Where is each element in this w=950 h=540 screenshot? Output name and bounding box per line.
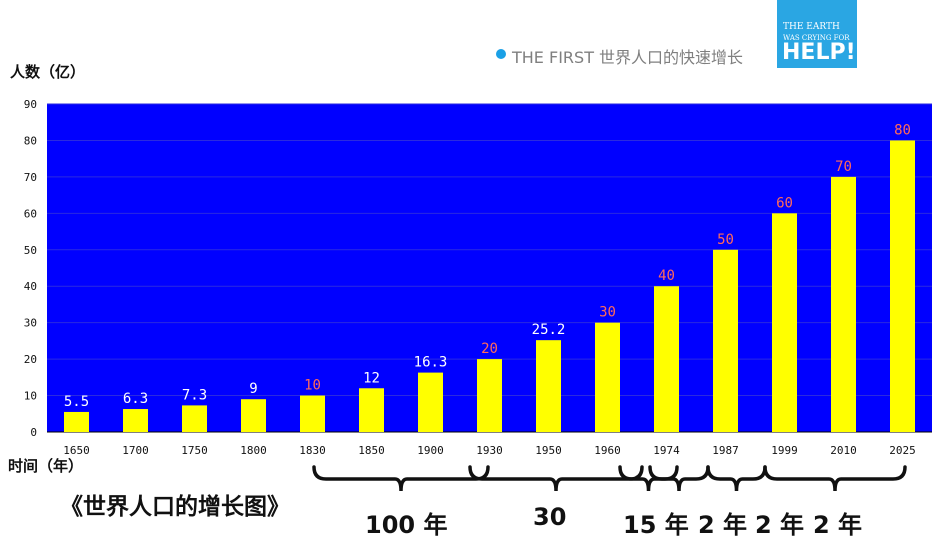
data-label: 9 <box>249 381 257 397</box>
x-tick-label: 1750 <box>181 444 208 457</box>
bar <box>359 388 384 432</box>
data-label: 16.3 <box>414 355 448 371</box>
y-tick-label: 0 <box>30 426 37 439</box>
logo-line-1: THE EARTH <box>783 22 840 32</box>
data-label: 20 <box>481 341 498 357</box>
x-tick-label: 1960 <box>594 444 621 457</box>
x-tick-label: 1999 <box>771 444 798 457</box>
y-tick-label: 50 <box>24 244 37 257</box>
bar <box>418 372 443 432</box>
data-label: 50 <box>717 232 734 248</box>
span-label-100-years: 100 年 <box>365 511 448 539</box>
data-label: 10 <box>304 378 321 394</box>
data-label: 12 <box>363 370 380 386</box>
x-tick-label: 1850 <box>358 444 385 457</box>
bracket-2-years-a <box>648 465 710 492</box>
x-tick-label: 1974 <box>653 444 680 457</box>
y-tick-label: 20 <box>24 353 37 366</box>
bar <box>772 213 797 432</box>
chart-caption: 《世界人口的增长图》 <box>60 494 290 520</box>
bar <box>182 405 207 432</box>
span-label-15-years: 15 年 <box>623 511 689 539</box>
plot-area: 0 10 20 30 40 50 60 70 80 90 5.5 1650 6.3 1700 7.3 1750… <box>24 98 932 457</box>
bracket-2-years-c <box>763 465 907 492</box>
y-tick-label: 90 <box>24 98 37 111</box>
data-label: 60 <box>776 195 793 211</box>
bullet-dot-icon <box>496 49 506 59</box>
header-title: THE FIRST 世界人口的快速增长 <box>512 48 744 67</box>
data-label: 5.5 <box>64 394 89 410</box>
y-tick-label: 40 <box>24 280 37 293</box>
y-axis-label: 人数（亿） <box>10 63 85 81</box>
bar <box>536 340 561 432</box>
y-tick-label: 80 <box>24 134 37 147</box>
data-label: 40 <box>658 268 675 284</box>
bar <box>831 176 856 432</box>
span-label-30-years: 30 <box>533 503 567 531</box>
bar <box>890 140 915 432</box>
data-label: 25.2 <box>532 322 566 338</box>
bracket-30-years <box>468 465 644 492</box>
data-label: 80 <box>894 122 911 138</box>
x-tick-label: 1950 <box>535 444 562 457</box>
bar <box>595 322 620 432</box>
data-label: 30 <box>599 305 616 321</box>
bracket-2-years-b <box>706 465 767 492</box>
y-tick-label: 10 <box>24 390 37 403</box>
bar <box>477 359 502 432</box>
y-tick-label: 70 <box>24 171 37 184</box>
span-label-2-years-b: 2 年 <box>755 511 805 539</box>
data-label: 6.3 <box>123 391 148 407</box>
x-tick-label: 1800 <box>240 444 267 457</box>
bar <box>300 395 325 432</box>
x-tick-label: 1650 <box>63 444 90 457</box>
bar <box>654 286 679 432</box>
logo-line-2: WAS CRYING FOR <box>783 34 850 42</box>
data-label: 7.3 <box>182 387 207 403</box>
span-label-2-years-a: 2 年 <box>698 511 748 539</box>
y-tick-label: 30 <box>24 317 37 330</box>
bar <box>713 249 738 432</box>
time-span-brackets <box>312 465 907 492</box>
bar <box>241 399 266 432</box>
x-axis-label: 时间（年） <box>8 457 83 475</box>
bar <box>64 411 89 432</box>
x-tick-label: 2025 <box>889 444 916 457</box>
x-tick-label: 1930 <box>476 444 503 457</box>
x-tick-label: 1900 <box>417 444 444 457</box>
logo-line-3: HELP! <box>782 40 856 65</box>
bracket-100-years <box>312 465 490 492</box>
data-label: 70 <box>835 159 852 175</box>
x-tick-label: 1830 <box>299 444 326 457</box>
x-tick-label: 1987 <box>712 444 739 457</box>
x-tick-label: 2010 <box>830 444 857 457</box>
earth-help-logo: THE EARTH WAS CRYING FOR HELP! <box>777 0 857 68</box>
bar <box>123 409 148 432</box>
span-label-2-years-c: 2 年 <box>813 511 863 539</box>
x-tick-label: 1700 <box>122 444 149 457</box>
y-tick-label: 60 <box>24 207 37 220</box>
